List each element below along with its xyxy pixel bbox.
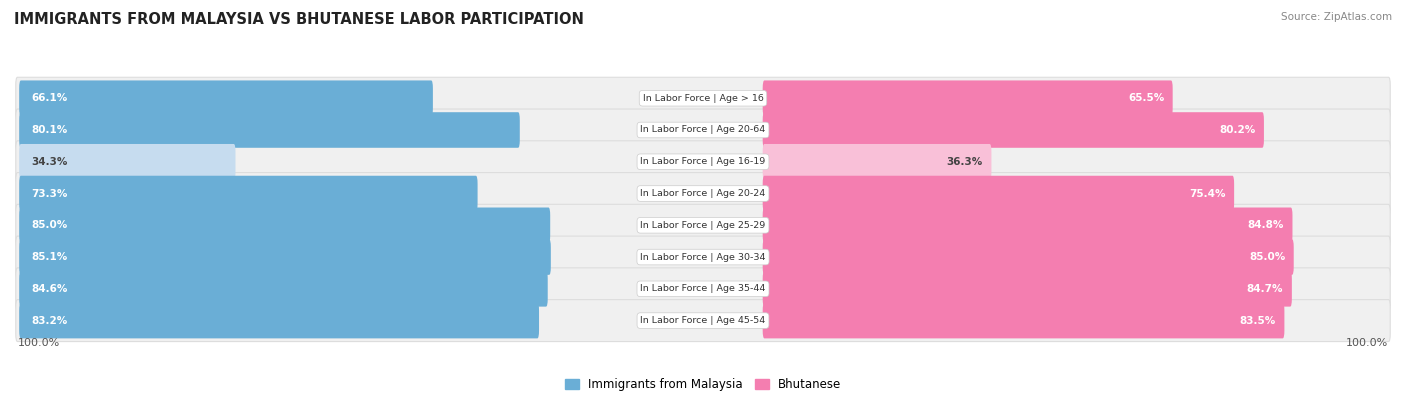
Text: Source: ZipAtlas.com: Source: ZipAtlas.com [1281,12,1392,22]
Text: 80.2%: 80.2% [1219,125,1256,135]
Text: In Labor Force | Age 45-54: In Labor Force | Age 45-54 [640,316,766,325]
Text: In Labor Force | Age 35-44: In Labor Force | Age 35-44 [640,284,766,293]
Text: 85.1%: 85.1% [31,252,67,262]
Text: 85.0%: 85.0% [1249,252,1285,262]
FancyBboxPatch shape [762,239,1294,275]
Text: 85.0%: 85.0% [31,220,67,230]
Text: In Labor Force | Age 20-64: In Labor Force | Age 20-64 [640,126,766,134]
FancyBboxPatch shape [20,303,538,339]
Text: 36.3%: 36.3% [946,157,983,167]
Text: 84.8%: 84.8% [1247,220,1284,230]
Text: IMMIGRANTS FROM MALAYSIA VS BHUTANESE LABOR PARTICIPATION: IMMIGRANTS FROM MALAYSIA VS BHUTANESE LA… [14,12,583,27]
FancyBboxPatch shape [15,173,1391,214]
FancyBboxPatch shape [762,144,991,180]
FancyBboxPatch shape [20,144,235,180]
Text: 100.0%: 100.0% [1347,339,1389,348]
FancyBboxPatch shape [762,303,1285,339]
FancyBboxPatch shape [20,112,520,148]
Text: 84.6%: 84.6% [31,284,67,294]
FancyBboxPatch shape [15,300,1391,342]
Text: 66.1%: 66.1% [31,93,67,103]
Text: 84.7%: 84.7% [1247,284,1284,294]
FancyBboxPatch shape [20,176,478,211]
FancyBboxPatch shape [762,112,1264,148]
Text: 80.1%: 80.1% [31,125,67,135]
FancyBboxPatch shape [20,271,548,307]
FancyBboxPatch shape [15,204,1391,246]
FancyBboxPatch shape [15,236,1391,278]
Text: 73.3%: 73.3% [31,188,67,199]
FancyBboxPatch shape [20,81,433,116]
FancyBboxPatch shape [20,207,550,243]
FancyBboxPatch shape [15,109,1391,151]
Text: 100.0%: 100.0% [17,339,59,348]
Legend: Immigrants from Malaysia, Bhutanese: Immigrants from Malaysia, Bhutanese [560,373,846,395]
FancyBboxPatch shape [15,141,1391,183]
FancyBboxPatch shape [15,77,1391,119]
FancyBboxPatch shape [15,268,1391,310]
Text: 65.5%: 65.5% [1128,93,1164,103]
FancyBboxPatch shape [762,176,1234,211]
Text: 83.5%: 83.5% [1240,316,1275,325]
Text: 34.3%: 34.3% [31,157,67,167]
FancyBboxPatch shape [762,81,1173,116]
FancyBboxPatch shape [762,271,1292,307]
Text: 83.2%: 83.2% [31,316,67,325]
Text: In Labor Force | Age 16-19: In Labor Force | Age 16-19 [640,157,766,166]
FancyBboxPatch shape [762,207,1292,243]
Text: In Labor Force | Age > 16: In Labor Force | Age > 16 [643,94,763,103]
Text: In Labor Force | Age 25-29: In Labor Force | Age 25-29 [640,221,766,230]
FancyBboxPatch shape [20,239,551,275]
Text: In Labor Force | Age 30-34: In Labor Force | Age 30-34 [640,252,766,261]
Text: In Labor Force | Age 20-24: In Labor Force | Age 20-24 [640,189,766,198]
Text: 75.4%: 75.4% [1189,188,1226,199]
